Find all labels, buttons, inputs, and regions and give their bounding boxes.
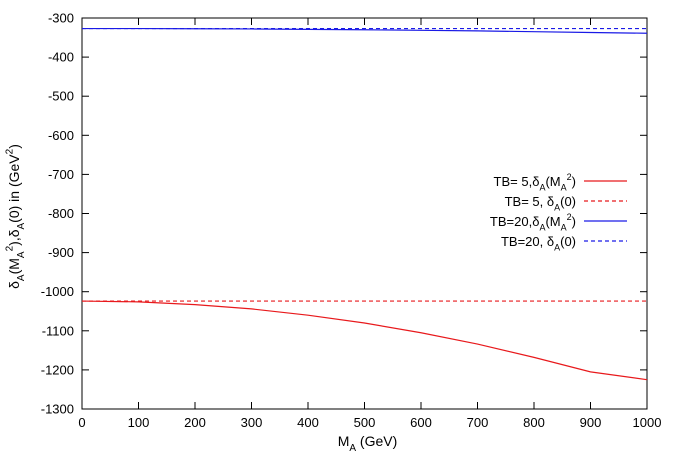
- x-tick-label: 400: [297, 415, 319, 430]
- superscript-part: 2: [5, 245, 16, 251]
- text-part: (M: [545, 174, 560, 189]
- subscript-part: A: [349, 443, 356, 454]
- text-part: TB= 5,δ: [494, 174, 540, 189]
- subscript-part: A: [16, 222, 27, 229]
- subscript-part: A: [554, 243, 560, 253]
- y-tick-label: -900: [48, 245, 74, 260]
- legend-label: TB=20,δA(MA2): [490, 212, 576, 232]
- y-axis-title: δA(MA2),δA(0) in (GeV2): [5, 144, 27, 289]
- text-part: M: [338, 433, 350, 449]
- x-tick-label: 700: [467, 415, 489, 430]
- x-tick-label: 800: [523, 415, 545, 430]
- subscript-part: A: [539, 183, 545, 193]
- x-tick-label: 200: [184, 415, 206, 430]
- subscript-part: A: [561, 183, 567, 193]
- superscript-part: 2: [5, 148, 16, 154]
- legend: TB= 5,δA(MA2)TB= 5, δA(0)TB=20,δA(MA2)TB…: [490, 172, 627, 253]
- series-line: [81, 300, 648, 381]
- y-tick-label: -700: [48, 167, 74, 182]
- y-tick-label: -400: [48, 50, 74, 65]
- x-tick-label: 500: [354, 415, 376, 430]
- y-tick-label: -600: [48, 128, 74, 143]
- subscript-part: A: [554, 203, 560, 213]
- axis-titles: MA (GeV)δA(MA2),δA(0) in (GeV2): [5, 144, 398, 454]
- x-tick-label: 600: [410, 415, 432, 430]
- text-part: ): [572, 174, 576, 189]
- series-lines: [81, 27, 648, 381]
- text-part: ): [6, 144, 22, 149]
- series-line: [82, 27, 648, 34]
- x-axis-title: MA (GeV): [338, 433, 398, 454]
- y-tick-label: -1000: [41, 284, 74, 299]
- subscript-part: A: [561, 223, 567, 233]
- legend-label: TB= 5, δA(0): [505, 194, 576, 213]
- y-tick-label: -1200: [41, 362, 74, 377]
- text-part: TB= 5, δ: [505, 194, 555, 209]
- legend-label: TB= 5,δA(MA2): [494, 172, 576, 192]
- text-part: (0): [560, 194, 576, 209]
- text-part: (0) in (GeV: [6, 154, 22, 223]
- superscript-part: 2: [567, 212, 572, 222]
- text-part: ),δ: [6, 229, 22, 246]
- plot-border: [81, 17, 648, 410]
- y-tick-label: -300: [48, 11, 74, 26]
- x-tick-label: 300: [241, 415, 263, 430]
- plot-frame: [81, 17, 648, 410]
- y-tick-label: -500: [48, 89, 74, 104]
- y-tick-label: -1300: [41, 402, 74, 417]
- legend-label: TB=20, δA(0): [501, 234, 576, 253]
- text-part: (M: [545, 214, 560, 229]
- subscript-part: A: [16, 274, 27, 281]
- x-tick-label: 1000: [633, 415, 662, 430]
- subscript-part: A: [16, 251, 27, 258]
- text-part: (M: [6, 258, 22, 274]
- text-part: (GeV): [356, 433, 397, 449]
- text-part: δ: [6, 281, 22, 289]
- y-tick-label: -800: [48, 206, 74, 221]
- text-part: ): [572, 214, 576, 229]
- subscript-part: A: [539, 223, 545, 233]
- text-part: (0): [560, 234, 576, 249]
- axis-ticks: 0 100 200 300 400 500 600 700 800 900 1000 -1300 -12…: [41, 11, 662, 431]
- y-tick-label: -1100: [42, 323, 74, 338]
- x-tick-label: 900: [580, 415, 602, 430]
- superscript-part: 2: [567, 172, 572, 182]
- x-tick-label: 0: [78, 415, 85, 430]
- text-part: TB=20, δ: [501, 234, 554, 249]
- x-tick-label: 100: [128, 415, 150, 430]
- text-part: TB=20,δ: [490, 214, 540, 229]
